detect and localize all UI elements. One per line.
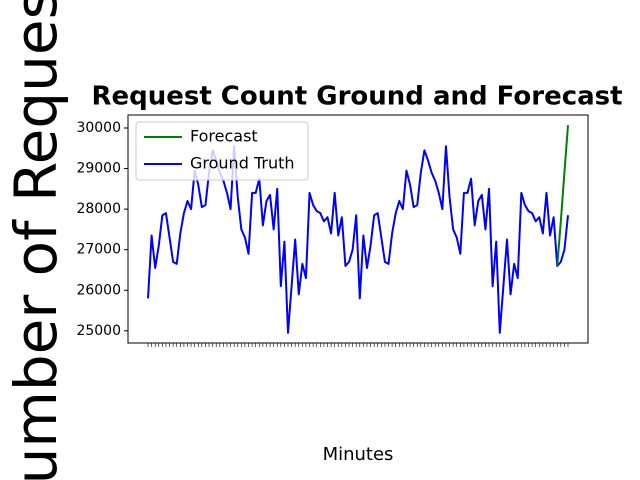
chart-title: Request Count Ground and Forecast [91, 82, 622, 112]
y-axis-label: Number of Requests [2, 0, 70, 480]
y-tick-label: 30000 [76, 120, 121, 136]
x-axis-label: Minutes [323, 444, 394, 465]
y-tick-label: 25000 [76, 323, 121, 339]
y-tick-label: 29000 [76, 161, 121, 177]
line-series [556, 125, 569, 267]
y-tick-label: 26000 [76, 282, 121, 298]
plot-area [127, 114, 589, 344]
y-tick-label: 27000 [76, 242, 121, 258]
legend-label: Forecast [190, 127, 258, 146]
legend-label: Ground Truth [190, 154, 295, 173]
y-tick-label: 28000 [76, 201, 121, 217]
